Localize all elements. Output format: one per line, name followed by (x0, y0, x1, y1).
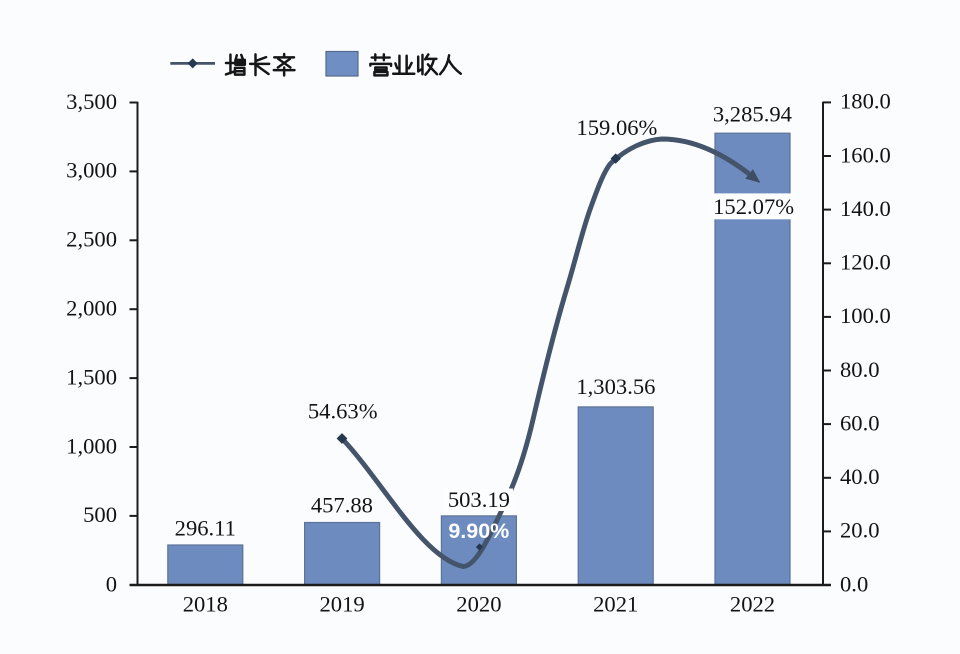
svg-text:160.0: 160.0 (840, 142, 891, 167)
svg-text:2021: 2021 (593, 592, 638, 617)
svg-text:0: 0 (106, 571, 117, 596)
svg-text:180.0: 180.0 (840, 89, 891, 114)
svg-text:1,500: 1,500 (66, 364, 117, 389)
svg-text:152.07%: 152.07% (713, 194, 794, 219)
svg-text:140.0: 140.0 (840, 196, 891, 221)
svg-text:2018: 2018 (183, 592, 228, 617)
svg-text:2,000: 2,000 (66, 296, 117, 321)
svg-text:3,285.94: 3,285.94 (713, 101, 792, 126)
svg-text:2019: 2019 (320, 592, 365, 617)
svg-text:60.0: 60.0 (840, 410, 880, 435)
svg-text:159.06%: 159.06% (576, 115, 657, 140)
svg-text:100.0: 100.0 (840, 303, 891, 328)
svg-text:2,500: 2,500 (66, 227, 117, 252)
svg-text:20.0: 20.0 (840, 518, 880, 543)
svg-text:40.0: 40.0 (840, 464, 880, 489)
svg-text:120.0: 120.0 (840, 250, 891, 275)
svg-text:296.11: 296.11 (175, 515, 236, 540)
svg-text:1,000: 1,000 (66, 433, 117, 458)
svg-text:503.19: 503.19 (448, 487, 510, 512)
svg-text:2022: 2022 (730, 592, 775, 617)
svg-text:457.88: 457.88 (311, 493, 373, 518)
svg-text:54.63%: 54.63% (308, 398, 378, 423)
svg-text:9.90%: 9.90% (448, 519, 509, 543)
svg-text:0.0: 0.0 (840, 571, 868, 596)
svg-text:500: 500 (83, 502, 117, 527)
svg-text:3,000: 3,000 (66, 158, 117, 183)
svg-text:3,500: 3,500 (66, 89, 117, 114)
svg-text:2020: 2020 (456, 592, 501, 617)
svg-text:80.0: 80.0 (840, 357, 880, 382)
svg-text:1,303.56: 1,303.56 (576, 374, 655, 399)
